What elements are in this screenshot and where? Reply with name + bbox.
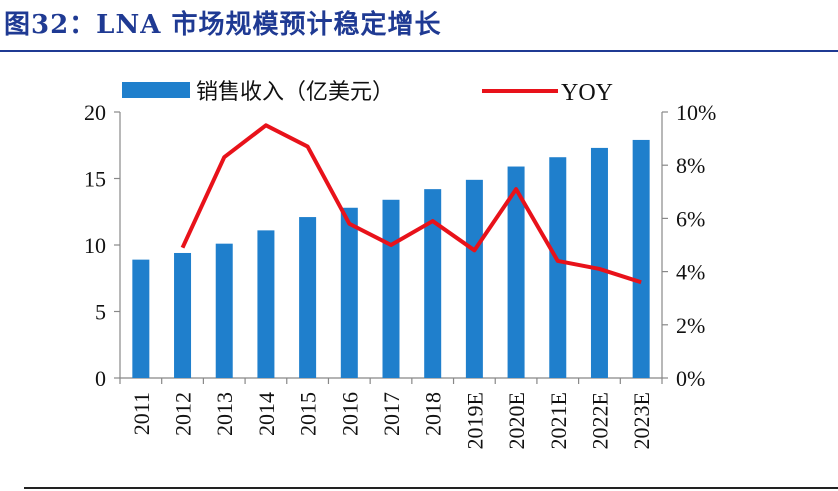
bar-2021E bbox=[549, 157, 567, 378]
x-tick-label-2014: 2014 bbox=[254, 392, 279, 436]
x-tick-label-2013: 2013 bbox=[212, 392, 237, 436]
right-tick-label: 2% bbox=[676, 313, 705, 338]
left-tick-label: 0 bbox=[95, 366, 106, 391]
bar-2016 bbox=[340, 207, 358, 378]
right-tick-label: 0% bbox=[676, 366, 705, 391]
x-tick-label-2017: 2017 bbox=[379, 392, 404, 436]
x-tick-label-2023E: 2023E bbox=[629, 392, 654, 449]
bar-2023E bbox=[632, 139, 650, 378]
right-axis-ticks: 0% 2% 4% 6% 8% 10% bbox=[662, 100, 716, 391]
right-tick-label: 4% bbox=[676, 260, 705, 285]
legend-line-label: YOY bbox=[561, 80, 613, 106]
left-tick-label: 20 bbox=[84, 100, 106, 125]
bar-2013 bbox=[215, 243, 233, 378]
chart-title: 图32：LNA 市场规模预计稳定增长 bbox=[4, 10, 442, 40]
x-tick-label-2022E: 2022E bbox=[587, 392, 612, 449]
legend: 销售收入（亿美元） YOY bbox=[122, 80, 613, 106]
title-divider bbox=[0, 50, 838, 52]
right-tick-label: 8% bbox=[676, 153, 705, 178]
bar-2022E bbox=[590, 147, 608, 378]
left-tick-label: 5 bbox=[95, 300, 106, 325]
bar-2012 bbox=[174, 252, 192, 378]
bar-2014 bbox=[257, 230, 275, 378]
x-axis-ticks: 2011 2012 2013 2014 2015 2016 2017 2018 2019E 202… bbox=[119, 378, 663, 449]
x-tick-label-2021E: 2021E bbox=[546, 392, 571, 449]
bottom-divider bbox=[24, 487, 838, 489]
x-tick-label-2011: 2011 bbox=[129, 392, 154, 435]
left-axis-ticks: 0 5 10 15 20 bbox=[84, 100, 120, 391]
bar-2020E bbox=[507, 166, 525, 378]
bar-2011 bbox=[132, 259, 150, 378]
yoy-line bbox=[180, 123, 642, 285]
bar-series bbox=[132, 139, 650, 378]
bar-2015 bbox=[299, 217, 317, 378]
x-tick-label-2019E: 2019E bbox=[462, 392, 487, 449]
x-tick-label-2012: 2012 bbox=[171, 392, 196, 436]
bar-2017 bbox=[382, 199, 400, 378]
x-tick-label-2015: 2015 bbox=[296, 392, 321, 436]
yoy-line-series bbox=[180, 123, 642, 285]
right-tick-label: 6% bbox=[676, 206, 705, 231]
legend-bar-label: 销售收入（亿美元） bbox=[196, 80, 394, 105]
x-tick-label-2020E: 2020E bbox=[504, 392, 529, 449]
bar-2019E bbox=[465, 179, 483, 378]
bar-2018 bbox=[424, 189, 442, 378]
x-tick-label-2018: 2018 bbox=[421, 392, 446, 436]
right-tick-label: 10% bbox=[676, 100, 716, 125]
left-tick-label: 10 bbox=[84, 233, 106, 258]
left-tick-label: 15 bbox=[84, 167, 106, 192]
x-tick-label-2016: 2016 bbox=[337, 392, 362, 436]
legend-bar-swatch bbox=[122, 82, 190, 98]
